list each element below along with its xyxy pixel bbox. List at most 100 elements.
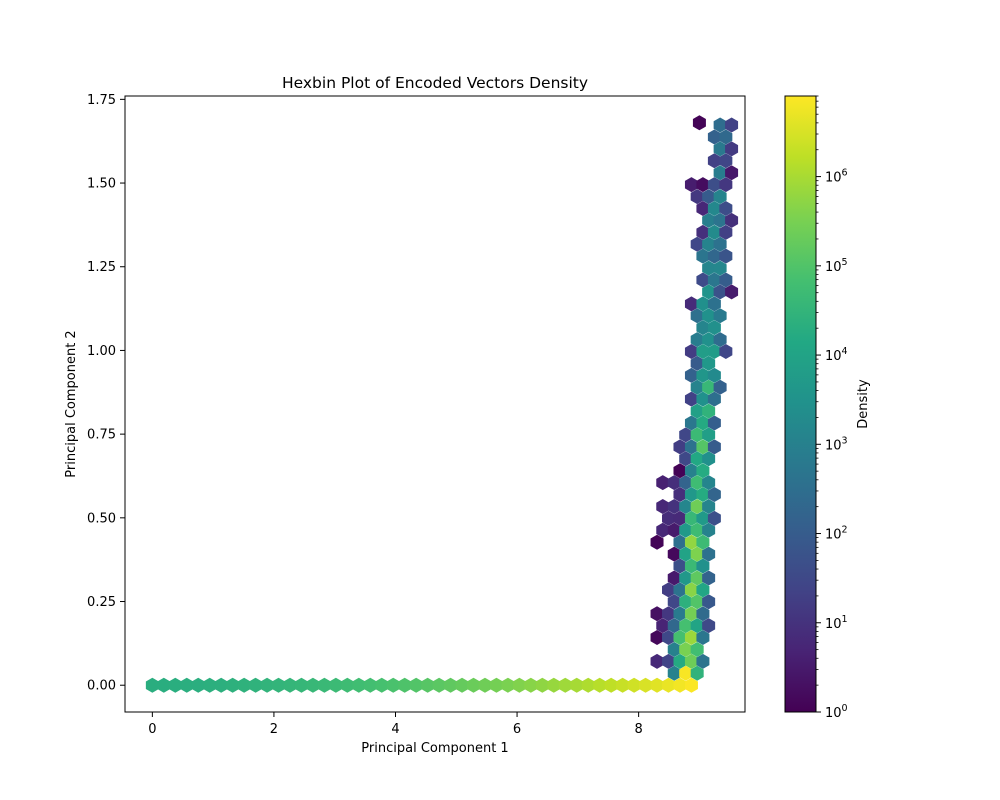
hexbin-cell-146	[696, 367, 710, 383]
hexbin-cell-116	[656, 475, 670, 491]
hexbin-cell-186	[707, 200, 721, 216]
hexbin-cell-88	[696, 558, 710, 574]
hexbin-cell-201	[707, 129, 721, 145]
hexbin-cell-60	[662, 630, 675, 646]
hexbin-cell-70	[662, 606, 675, 622]
hexbin-cell-80	[684, 582, 698, 598]
hexbin-cell-160	[702, 308, 716, 324]
hexbin-cell-84	[690, 570, 704, 586]
y-tick-label: 0.25	[87, 595, 116, 610]
hexbin-cell-42	[627, 677, 641, 693]
hexbin-cell-195	[713, 165, 727, 181]
hexbin-cell-47	[684, 677, 698, 693]
hexbin-cell-198	[719, 153, 733, 169]
hexbin-cell-26	[444, 677, 458, 693]
hexbin-cell-78	[662, 582, 675, 598]
hexbin-cell-153	[719, 344, 733, 360]
hexbin-cell-173	[696, 248, 710, 264]
hexbin-cell-200	[725, 141, 739, 157]
hexbin-cell-188	[690, 189, 704, 205]
hexbin-cell-103	[673, 510, 687, 526]
hexbin-cell-122	[684, 463, 698, 479]
hexbin-cell-180	[707, 224, 721, 240]
hexbin-cell-86	[673, 558, 687, 574]
hexbin-cell-176	[690, 236, 704, 252]
hexbin-cell-128	[684, 439, 698, 455]
hexbin-cell-22	[398, 677, 412, 693]
x-tick-label: 2	[270, 722, 278, 737]
hexbin-cell-55	[696, 653, 710, 669]
hexbin-cell-32	[512, 677, 526, 693]
hexbin-cell-156	[713, 332, 727, 348]
hexbin-cell-53	[673, 653, 687, 669]
hexbin-cell-98	[667, 522, 681, 538]
hexbin-cell-189	[702, 189, 716, 205]
hexbin-cell-184	[725, 212, 739, 228]
hexbin-cell-162	[684, 296, 698, 312]
y-axis-ticks: 0.00 0.25 0.50 0.75 1.00 1.25 1.50 1.75	[87, 93, 125, 694]
hexbin-cell-154	[690, 332, 704, 348]
x-tick-label: 8	[634, 722, 642, 737]
hexbin-cell-125	[690, 451, 704, 467]
hexbin-cell-93	[650, 534, 664, 550]
hexbin-cell-72	[684, 606, 698, 622]
hexbin-cell-194	[719, 177, 733, 193]
hexbin-cell-199	[713, 141, 727, 157]
hexbin-cell-79	[673, 582, 687, 598]
hexbin-cell-52	[662, 653, 675, 669]
hexbin-cell-76	[690, 594, 704, 610]
hexbin-cell-87	[684, 558, 698, 574]
hexbin-cell-2	[168, 677, 182, 693]
colorbar-tick-label: 106	[825, 168, 848, 186]
hexbin-cell-135	[696, 415, 710, 431]
hexbin-cell-94	[673, 534, 687, 550]
hexbin-cell-91	[690, 546, 704, 562]
hexbin-cell-68	[702, 618, 716, 634]
hexbin-cell-85	[702, 570, 716, 586]
hexbin-cell-124	[679, 451, 693, 467]
hexbin-cell-1	[157, 677, 171, 693]
hexbin-cell-150	[684, 344, 698, 360]
hexbin-cell-65	[667, 618, 681, 634]
hexbin-cell-34	[535, 677, 549, 693]
hexbin-cell-168	[696, 272, 710, 288]
hexbin-cell-157	[696, 320, 710, 336]
colorbar	[784, 95, 817, 713]
hexbin-cell-102	[662, 510, 675, 526]
hexbin-cell-151	[696, 344, 710, 360]
hexbin-cell-119	[690, 475, 704, 491]
hexbin-cell-9	[249, 677, 263, 693]
hexbin-cell-89	[667, 546, 681, 562]
hexbin-cell-59	[650, 630, 664, 646]
hexbin-cell-13	[294, 677, 308, 693]
hexbin-cell-203	[713, 117, 727, 133]
hexbin-cell-43	[639, 677, 653, 693]
plot-frame	[124, 95, 746, 713]
hexbin-cell-175	[719, 248, 733, 264]
hexbin-cell-73	[696, 606, 710, 622]
hexbin-cell-74	[667, 594, 681, 610]
hexbin-cell-137	[690, 403, 704, 419]
hexbin-cell-40	[604, 677, 618, 693]
hexbin-cell-181	[719, 224, 733, 240]
hexbin-cell-131	[679, 427, 693, 443]
colorbar-tick-label: 100	[825, 703, 848, 721]
hexbin-cell-155	[702, 332, 716, 348]
hexbin-cell-113	[684, 487, 698, 503]
hexbin-cell-112	[673, 487, 687, 503]
x-axis-ticks: 0 2 4 6 8	[148, 712, 643, 737]
hexbin-cell-35	[547, 677, 561, 693]
hexbin-cell-6	[214, 677, 228, 693]
hexbin-cell-110	[690, 498, 704, 514]
hexbin-cell-15	[317, 677, 331, 693]
hexbin-cell-28	[467, 677, 481, 693]
x-tick-label: 4	[391, 722, 399, 737]
hexbin-cell-20	[375, 677, 389, 693]
hexbin-cell-123	[696, 463, 710, 479]
hexbin-cell-171	[702, 260, 716, 276]
hexbin-cell-105	[696, 510, 710, 526]
hexbin-cell-163	[696, 296, 710, 312]
hexbin-cell-23	[409, 677, 423, 693]
hexbin-cell-25	[432, 677, 446, 693]
